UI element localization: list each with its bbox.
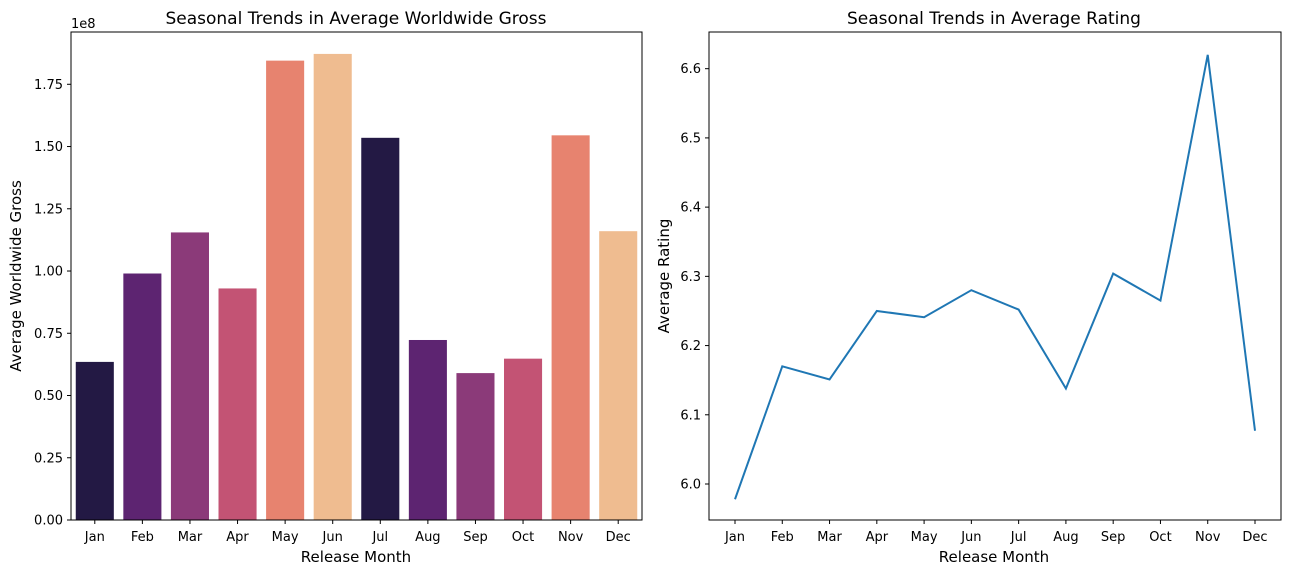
y-tick-label: 6.3: [680, 270, 701, 285]
x-tick-label: Feb: [771, 530, 794, 545]
bar-feb: [123, 273, 162, 520]
bar-sep: [456, 373, 495, 520]
x-tick-label: May: [911, 530, 938, 545]
bar-jan: [75, 361, 114, 520]
line-chart-y-label: Average Rating: [655, 219, 673, 334]
x-tick-label: Mar: [178, 530, 203, 545]
bar-jul: [361, 137, 400, 520]
bar-chart: 0.00 0.25 0.50 0.75 1.00 1.25 1.50 1.75 Jan Feb M…: [7, 9, 643, 566]
x-tick-label: Aug: [1053, 530, 1078, 545]
y-tick-label: 6.4: [680, 201, 701, 216]
bar-chart-x-label: Release Month: [301, 548, 411, 566]
y-tick-label: 0.25: [34, 451, 63, 466]
x-tick-label: Apr: [226, 530, 249, 545]
bar-nov: [551, 135, 590, 520]
x-tick-label: Sep: [1101, 530, 1126, 545]
x-tick-label: Jul: [371, 530, 388, 545]
y-tick-label: 6.6: [680, 62, 701, 77]
x-tick-label: Jun: [322, 530, 343, 545]
bar-chart-title: Seasonal Trends in Average Worldwide Gro…: [165, 9, 546, 29]
bar-mar: [170, 232, 209, 520]
y-offset-label: 1e8: [71, 17, 96, 32]
x-tick-label: Nov: [1195, 530, 1221, 545]
line-chart-x-label: Release Month: [939, 548, 1049, 566]
x-axis-ticks: Jan Feb Mar Apr May Jun Jul Aug Sep Oct Nov Dec: [724, 520, 1268, 545]
y-axis-ticks: 0.00 0.25 0.50 0.75 1.00 1.25 1.50 1.75: [34, 78, 71, 529]
y-tick-label: 0.75: [34, 327, 63, 342]
bar-group: [75, 53, 638, 521]
x-tick-label: Mar: [817, 530, 842, 545]
bar-chart-frame: [70, 31, 643, 521]
y-tick-label: 1.25: [34, 202, 63, 217]
bar-may: [266, 60, 305, 520]
y-tick-label: 6.2: [680, 339, 701, 354]
bar-aug: [408, 339, 447, 520]
line-chart: 6.0 6.1 6.2 6.3 6.4 6.5 6.6 Jan Feb Mar Apr May Jun…: [655, 9, 1282, 566]
bar-chart-y-label: Average Worldwide Gross: [7, 180, 25, 372]
y-tick-label: 6.5: [680, 131, 701, 146]
rating-line: [734, 54, 1256, 500]
x-tick-label: Dec: [1242, 530, 1267, 545]
x-tick-label: Oct: [1149, 530, 1171, 545]
y-tick-label: 1.00: [34, 265, 63, 280]
bar-jun: [313, 53, 352, 520]
y-axis-ticks: 6.0 6.1 6.2 6.3 6.4 6.5 6.6: [680, 62, 709, 493]
x-tick-label: Jul: [1010, 530, 1027, 545]
x-tick-label: Jan: [724, 530, 745, 545]
x-tick-label: Jun: [960, 530, 981, 545]
x-tick-label: Aug: [415, 530, 440, 545]
y-tick-label: 0.50: [34, 389, 63, 404]
y-tick-label: 1.50: [34, 140, 63, 155]
x-tick-label: Sep: [463, 530, 488, 545]
y-tick-label: 0.00: [34, 514, 63, 529]
y-tick-label: 1.75: [34, 78, 63, 93]
bar-dec: [599, 231, 638, 521]
line-chart-title: Seasonal Trends in Average Rating: [847, 9, 1141, 29]
y-tick-label: 6.0: [680, 478, 701, 493]
x-tick-label: Dec: [606, 530, 631, 545]
x-tick-label: Oct: [512, 530, 534, 545]
x-tick-label: Apr: [866, 530, 889, 545]
x-tick-label: Jan: [84, 530, 105, 545]
bar-oct: [504, 358, 543, 520]
x-tick-label: Nov: [558, 530, 584, 545]
bar-apr: [218, 288, 257, 520]
x-axis-ticks: Jan Feb Mar Apr May Jun Jul Aug Sep Oct Nov Dec: [84, 520, 631, 545]
y-tick-label: 6.1: [680, 408, 701, 423]
x-tick-label: May: [272, 530, 299, 545]
x-tick-label: Feb: [131, 530, 154, 545]
